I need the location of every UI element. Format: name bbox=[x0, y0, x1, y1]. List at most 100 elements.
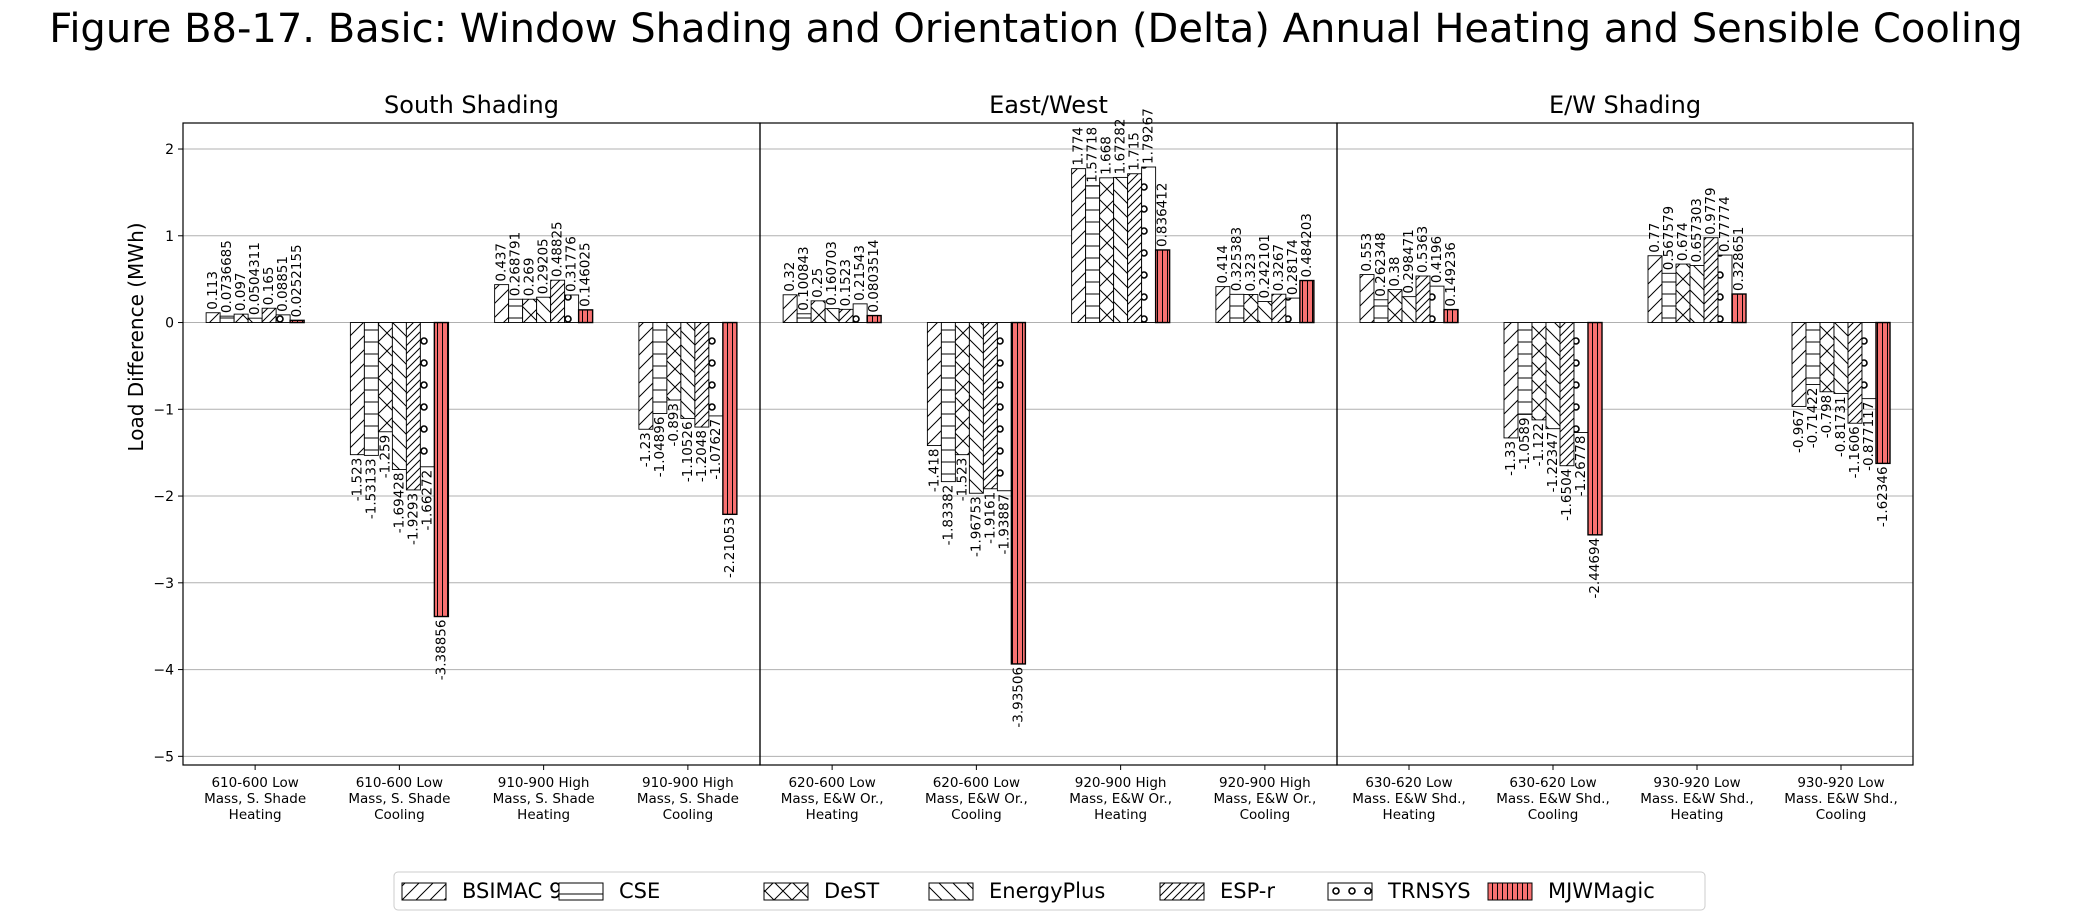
bar-value-label: 1.715 bbox=[1127, 132, 1143, 171]
bar bbox=[866, 314, 882, 324]
x-tick-label: 630-620 Low bbox=[1509, 775, 1596, 791]
bar-value-label: -1.53133 bbox=[363, 458, 379, 519]
bar bbox=[666, 322, 682, 401]
bar-value-label: 0.484203 bbox=[1299, 213, 1315, 277]
bar bbox=[1257, 301, 1273, 323]
x-tick-label: Cooling bbox=[1240, 807, 1291, 823]
bar bbox=[564, 294, 580, 323]
x-tick-label: Mass. E&W Shd., bbox=[1784, 791, 1898, 807]
figure-title: Figure B8-17. Basic: Window Shading and … bbox=[49, 6, 2023, 52]
x-tick-label: Cooling bbox=[374, 807, 425, 823]
bar bbox=[638, 322, 654, 430]
x-tick-label: Heating bbox=[1671, 807, 1724, 823]
bar-value-label: -1.69428 bbox=[391, 473, 407, 534]
legend-item: TRNSYS bbox=[1327, 879, 1471, 903]
x-tick-label: 620-600 Low bbox=[933, 775, 1020, 791]
bar-value-label: 1.79267 bbox=[1141, 108, 1157, 164]
bar bbox=[1010, 321, 1027, 665]
bar bbox=[782, 294, 798, 323]
panel-title: South Shading bbox=[384, 91, 559, 119]
bar-value-label: -1.04896 bbox=[652, 417, 668, 478]
bar bbox=[1373, 299, 1389, 323]
bar-value-label: -2.21053 bbox=[722, 517, 738, 578]
bar-value-label: 0.165 bbox=[261, 267, 277, 306]
bar bbox=[838, 308, 854, 323]
bar bbox=[694, 322, 710, 428]
bar-value-label: 0.31776 bbox=[564, 236, 580, 292]
bar bbox=[1359, 274, 1375, 323]
panel-frame bbox=[1336, 122, 1914, 766]
x-tick-label: 910-900 High bbox=[498, 775, 590, 791]
y-tick-label: 0 bbox=[165, 316, 174, 332]
bar-value-label: -0.798 bbox=[1819, 395, 1835, 439]
plot-area: South Shading 0.1130.07366850.0970.050431… bbox=[153, 91, 1914, 823]
x-tick-label: Mass. E&W Shd., bbox=[1352, 791, 1466, 807]
x-tick-label: Mass, S. Shade bbox=[204, 791, 306, 807]
bar bbox=[550, 279, 566, 323]
bar bbox=[680, 322, 696, 419]
y-tick-label: −3 bbox=[153, 576, 174, 592]
bar-value-label: -1.418 bbox=[926, 449, 942, 493]
bar bbox=[1127, 173, 1143, 323]
bar bbox=[494, 284, 510, 323]
bar bbox=[1443, 308, 1459, 324]
legend-swatch bbox=[1327, 882, 1373, 901]
x-tick-label: 920-900 High bbox=[1219, 775, 1311, 791]
x-tick-label: 910-900 High bbox=[642, 775, 734, 791]
bar-value-label: 0.160703 bbox=[824, 241, 840, 305]
bar bbox=[1731, 293, 1747, 324]
x-tick-label: Mass. E&W Shd., bbox=[1496, 791, 1610, 807]
bar bbox=[1847, 322, 1863, 424]
bar-value-label: 0.149236 bbox=[1443, 242, 1459, 306]
bar-value-label: 1.668 bbox=[1099, 136, 1115, 175]
bar bbox=[1415, 275, 1431, 323]
bar-value-label: -1.9293 bbox=[405, 493, 421, 545]
bar bbox=[1401, 296, 1417, 323]
legend-label: ESP-r bbox=[1220, 879, 1275, 903]
x-tick-label: Mass, E&W Or., bbox=[1213, 791, 1316, 807]
legend-swatch bbox=[763, 882, 809, 901]
bar-value-label: -1.96753 bbox=[968, 496, 984, 557]
bar bbox=[1113, 176, 1129, 323]
bar-value-label: -1.122 bbox=[1531, 423, 1547, 467]
bar bbox=[1503, 322, 1519, 439]
bar bbox=[1861, 322, 1877, 400]
x-tick-label: 630-620 Low bbox=[1365, 775, 1452, 791]
x-tick-label: Cooling bbox=[1816, 807, 1867, 823]
bar-value-label: -0.967 bbox=[1791, 409, 1807, 453]
x-tick-label: Heating bbox=[1383, 807, 1436, 823]
bar-value-label: 0.242101 bbox=[1257, 234, 1273, 298]
bar-value-label: -1.6504 bbox=[1559, 469, 1575, 521]
legend-box bbox=[393, 871, 1706, 911]
panel-frame bbox=[759, 122, 1338, 766]
bar bbox=[1215, 286, 1231, 323]
bar bbox=[1675, 263, 1691, 323]
bar bbox=[275, 314, 291, 323]
bar-value-label: 0.0504311 bbox=[247, 242, 263, 315]
bar bbox=[219, 315, 235, 323]
x-tick-label: Mass, E&W Or., bbox=[925, 791, 1028, 807]
bar bbox=[1517, 322, 1533, 415]
bar bbox=[1285, 297, 1301, 323]
bar-value-label: -1.66272 bbox=[419, 470, 435, 531]
bar-value-label: -1.523 bbox=[349, 458, 365, 502]
bar-value-label: 0.28174 bbox=[1285, 239, 1301, 295]
bar bbox=[982, 322, 998, 490]
bar bbox=[1387, 289, 1403, 323]
bar-value-label: -1.523 bbox=[954, 458, 970, 502]
panel: East/West0.320.1008430.250.1607030.15230… bbox=[759, 91, 1338, 823]
bar bbox=[1819, 322, 1835, 393]
bar-value-label: 0.100843 bbox=[796, 246, 812, 310]
panel: E/W Shading 0.5530.2623480.380.2984710.53… bbox=[1336, 91, 1914, 823]
bar bbox=[261, 307, 277, 323]
bar bbox=[824, 308, 840, 323]
bar-value-label: 0.4196 bbox=[1429, 236, 1445, 283]
bar bbox=[349, 322, 365, 456]
bar-value-label: -1.1606 bbox=[1847, 426, 1863, 478]
bar-value-label: 0.1523 bbox=[838, 259, 854, 306]
legend-item: ESP-r bbox=[1159, 879, 1275, 903]
bar-value-label: -2.44694 bbox=[1587, 538, 1603, 599]
bar bbox=[1587, 321, 1603, 536]
bar-value-label: 0.48825 bbox=[550, 221, 566, 277]
